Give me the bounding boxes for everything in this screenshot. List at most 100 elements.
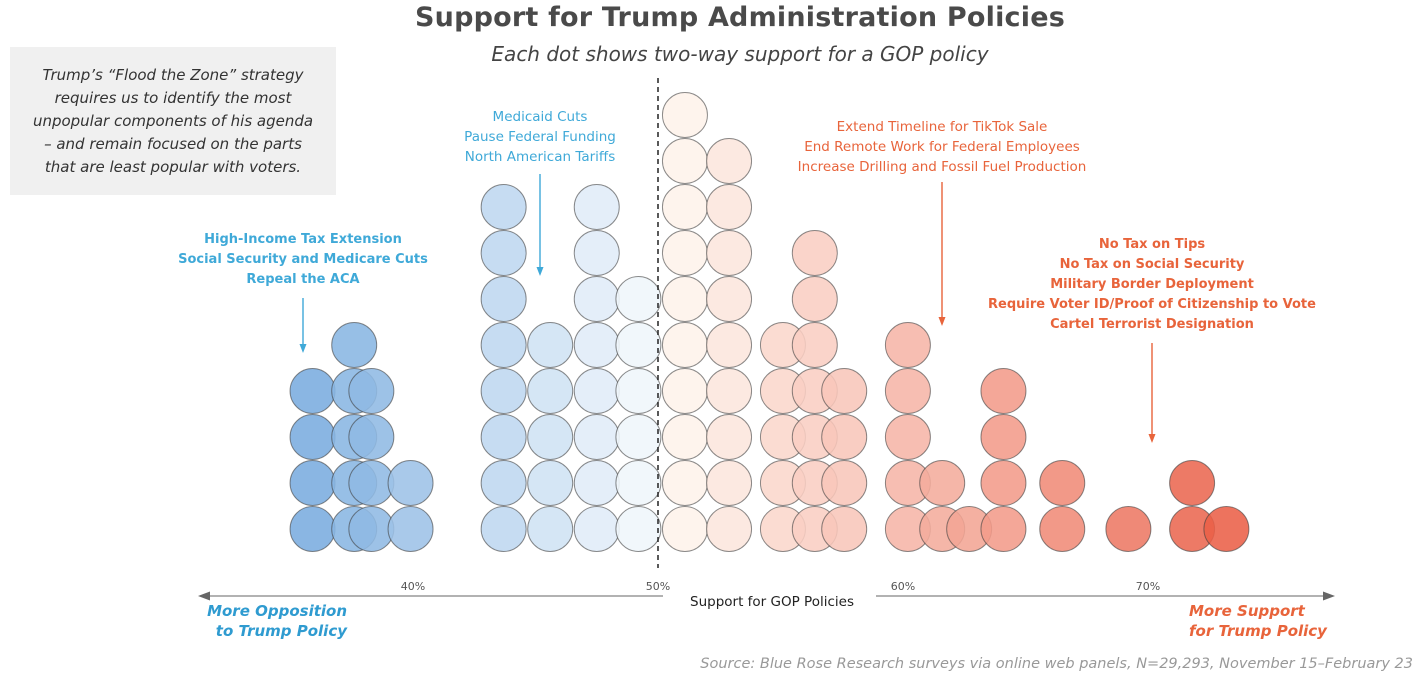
policy-dot bbox=[615, 322, 662, 368]
policy-dot bbox=[706, 506, 753, 552]
policy-dot bbox=[615, 506, 662, 552]
policy-dot bbox=[980, 368, 1027, 414]
more-support-label: More Support for Trump Policy bbox=[1189, 601, 1349, 641]
annotation-line: North American Tariffs bbox=[465, 149, 616, 165]
policy-dot bbox=[706, 276, 753, 322]
policy-dot bbox=[884, 414, 931, 460]
annotation-line: Pause Federal Funding bbox=[464, 129, 616, 145]
note-line: – and remain focused on the parts bbox=[44, 135, 302, 153]
annotation-line: Military Border Deployment bbox=[1050, 277, 1254, 292]
policy-dot bbox=[1203, 506, 1250, 552]
policy-dot bbox=[661, 138, 708, 184]
policy-dot bbox=[980, 414, 1027, 460]
policy-dot bbox=[980, 506, 1027, 552]
x-tick-label: 40% bbox=[401, 580, 425, 593]
policy-dot bbox=[615, 460, 662, 506]
strategy-note: Trump’s “Flood the Zone” strategy requir… bbox=[10, 47, 336, 195]
note-line: that are least popular with voters. bbox=[44, 158, 302, 176]
annotation-arrowhead bbox=[1148, 434, 1156, 443]
policy-dot bbox=[348, 460, 395, 506]
policy-dot bbox=[615, 276, 662, 322]
policy-dot bbox=[480, 414, 527, 460]
policy-dot bbox=[661, 506, 708, 552]
policy-dot bbox=[527, 506, 574, 552]
policy-dot bbox=[706, 322, 753, 368]
policy-dot bbox=[573, 368, 620, 414]
policy-dot bbox=[573, 460, 620, 506]
policy-dot bbox=[289, 460, 336, 506]
policy-dot bbox=[387, 460, 434, 506]
policy-dot bbox=[480, 322, 527, 368]
policy-dot bbox=[821, 368, 868, 414]
policy-dot bbox=[527, 414, 574, 460]
policy-dot bbox=[661, 368, 708, 414]
policy-dot bbox=[480, 506, 527, 552]
annotation-arrowhead bbox=[299, 344, 307, 353]
annotation-line: No Tax on Tips bbox=[1099, 237, 1206, 252]
policy-dot bbox=[615, 368, 662, 414]
policy-dot bbox=[615, 414, 662, 460]
right-arrowhead bbox=[1323, 591, 1335, 601]
policy-dot bbox=[573, 322, 620, 368]
x-tick-label: 60% bbox=[891, 580, 915, 593]
source-note: Source: Blue Rose Research surveys via o… bbox=[700, 656, 1413, 672]
policy-dot bbox=[661, 92, 708, 138]
note-line: Trump’s “Flood the Zone” strategy bbox=[42, 66, 304, 84]
policy-dot bbox=[661, 184, 708, 230]
policy-dot bbox=[706, 414, 753, 460]
policy-dot bbox=[480, 230, 527, 276]
policy-dot bbox=[387, 506, 434, 552]
annotation-line: No Tax on Social Security bbox=[1060, 257, 1245, 272]
left-arrowhead bbox=[198, 591, 210, 601]
policy-dot bbox=[706, 230, 753, 276]
policy-dot bbox=[1105, 506, 1152, 552]
annotation-arrowhead bbox=[938, 317, 946, 326]
policy-dot bbox=[791, 276, 838, 322]
policy-dot bbox=[980, 460, 1027, 506]
policy-dot bbox=[1169, 460, 1216, 506]
policy-dot bbox=[706, 460, 753, 506]
policy-dot bbox=[791, 322, 838, 368]
note-line: requires us to identify the most bbox=[54, 89, 292, 107]
annotation-line: High-Income Tax Extension bbox=[204, 232, 402, 247]
policy-dot bbox=[480, 368, 527, 414]
x-tick-label: 70% bbox=[1136, 580, 1160, 593]
policy-dot bbox=[791, 230, 838, 276]
policy-dot bbox=[706, 368, 753, 414]
policy-dot bbox=[573, 276, 620, 322]
policy-dot bbox=[706, 138, 753, 184]
annotation-line: Repeal the ACA bbox=[246, 272, 359, 287]
policy-dot bbox=[480, 460, 527, 506]
policy-dot bbox=[919, 460, 966, 506]
annotation-line: Extend Timeline for TikTok Sale bbox=[837, 119, 1048, 135]
more-support-line: for Trump Policy bbox=[1189, 622, 1327, 640]
policy-dot bbox=[331, 322, 378, 368]
x-axis-label: Support for GOP Policies bbox=[690, 594, 854, 610]
policy-dot bbox=[289, 506, 336, 552]
policy-dot bbox=[573, 184, 620, 230]
annotation-line: Require Voter ID/Proof of Citizenship to… bbox=[988, 297, 1316, 312]
policy-dot bbox=[480, 184, 527, 230]
policy-dot bbox=[573, 230, 620, 276]
x-tick-label: 50% bbox=[646, 580, 670, 593]
more-support-line: More Support bbox=[1189, 602, 1305, 620]
policy-dot bbox=[661, 414, 708, 460]
policy-dot bbox=[661, 230, 708, 276]
annotation-arrowhead bbox=[536, 267, 544, 276]
policy-dot bbox=[527, 460, 574, 506]
policy-dot bbox=[348, 368, 395, 414]
chart-subtitle: Each dot shows two-way support for a GOP… bbox=[491, 42, 989, 66]
annotation-line: Medicaid Cuts bbox=[493, 109, 588, 125]
more-opposition-line: More Opposition bbox=[207, 602, 347, 620]
policy-dot bbox=[884, 322, 931, 368]
policy-dot bbox=[1039, 506, 1086, 552]
policy-dot bbox=[573, 506, 620, 552]
annotation-line: Social Security and Medicare Cuts bbox=[178, 252, 428, 267]
more-opposition-line: to Trump Policy bbox=[215, 622, 347, 640]
annotation-line: End Remote Work for Federal Employees bbox=[804, 139, 1080, 155]
policy-dot bbox=[289, 368, 336, 414]
chart-title: Support for Trump Administration Policie… bbox=[415, 2, 1065, 33]
policy-dot bbox=[821, 506, 868, 552]
more-opposition-label: More Opposition to Trump Policy bbox=[205, 601, 347, 641]
